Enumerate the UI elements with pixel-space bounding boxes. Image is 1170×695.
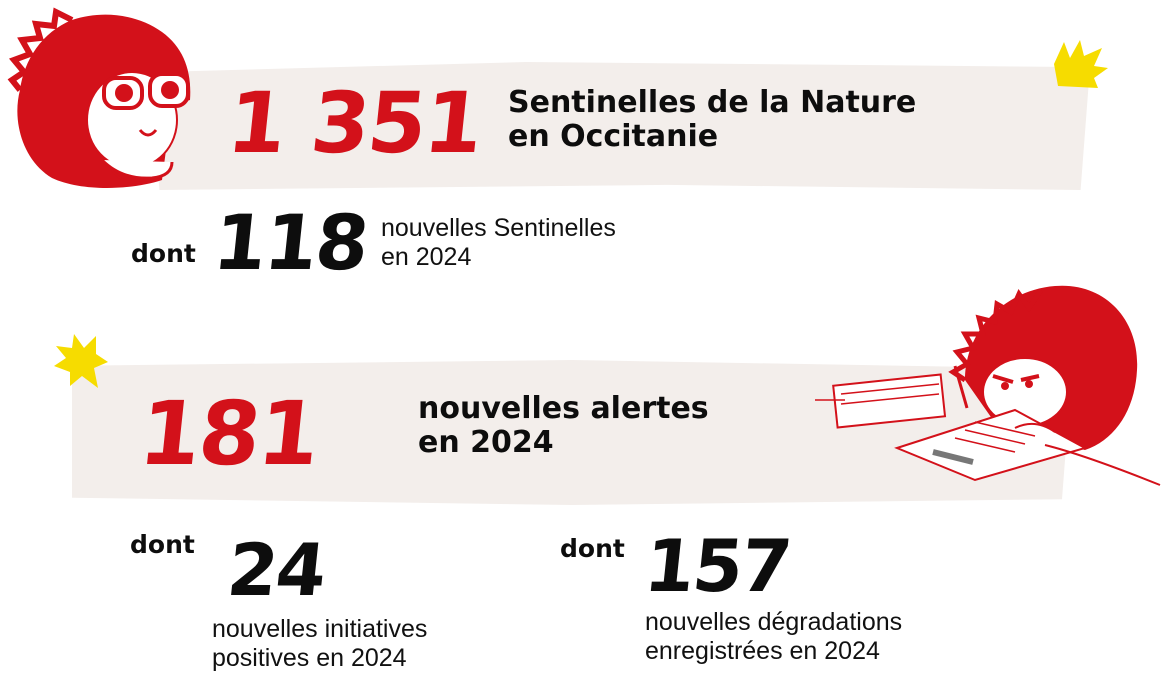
positive-desc-line1: nouvelles initiatives [212,615,428,643]
dont-label: dont [131,239,196,268]
yellow-burst-icon [54,334,108,388]
alerts-title-line1: nouvelles alertes [418,391,709,426]
total-sentinels-number: 1 351 [222,74,487,172]
dont-label: dont [560,534,625,563]
yellow-burst-icon [1054,40,1108,88]
new-sentinels-number: 118 [209,198,372,287]
new-sentinels-desc-line2: en 2024 [381,242,472,271]
sentinels-title: Sentinelles de la Nature en Occitanie [508,86,916,153]
highlight-band-top [150,62,1090,190]
degradations-desc-line1: nouvelles dégradations [645,608,903,636]
alerts-title-line2: en 2024 [418,424,554,460]
alerts-title: nouvelles alertes en 2024 [418,392,709,459]
degradations-number: 157 [640,524,794,608]
degradations-description: nouvelles dégradations enregistrées en 2… [645,608,902,666]
positive-initiatives-description: nouvelles initiatives positives en 2024 [212,615,427,673]
positive-initiatives-number: 24 [223,528,329,612]
hedgehog-binoculars-illustration [7,7,191,189]
new-sentinels-desc-line1: nouvelles Sentinelles [381,214,616,242]
hedgehog-writing-illustration [815,285,1161,486]
dont-label: dont [130,530,195,559]
new-alerts-number: 181 [134,382,324,485]
positive-desc-line2: positives en 2024 [212,643,407,672]
sentinels-title-line2: en Occitanie [508,118,719,154]
sentinels-title-line1: Sentinelles de la Nature [508,85,917,120]
degradations-desc-line2: enregistrées en 2024 [645,636,880,665]
new-sentinels-description: nouvelles Sentinelles en 2024 [381,214,616,272]
